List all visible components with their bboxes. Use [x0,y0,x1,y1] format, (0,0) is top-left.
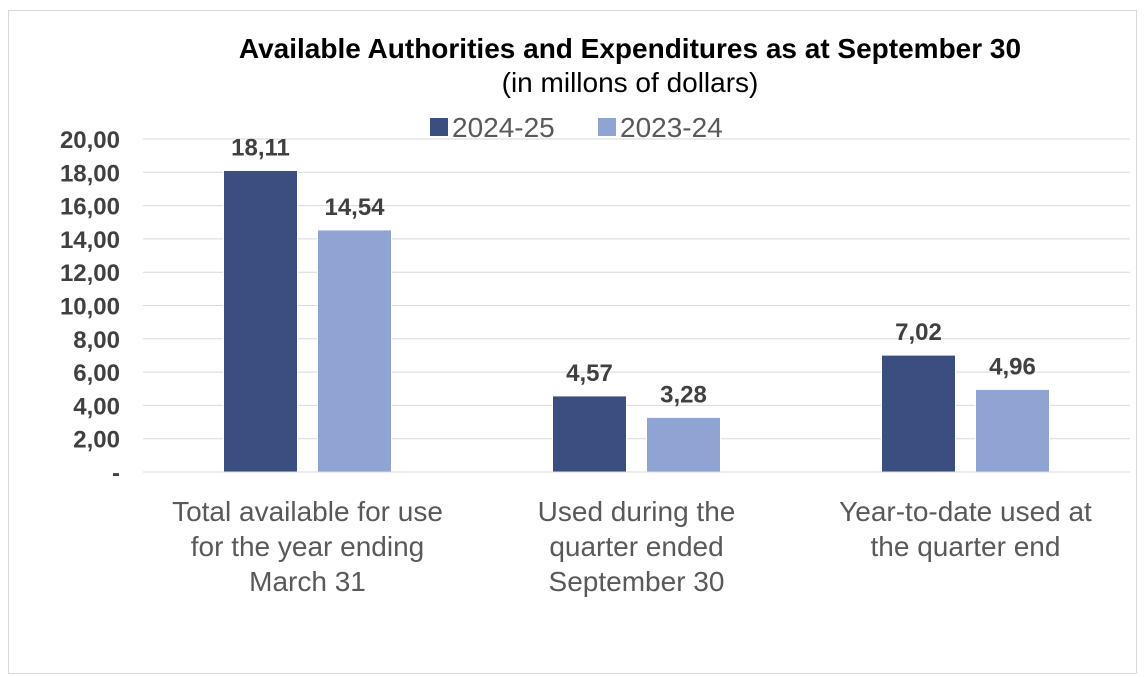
y-tick-label: 14,00 [60,227,120,254]
y-axis: - 2,00 4,00 6,00 8,00 10,00 12,00 14,00 16,00 18,… [60,127,120,487]
bar-2024-25 [881,354,956,473]
data-label: 18,11 [231,134,290,161]
x-category-label: March 31 [249,566,366,597]
y-tick-label: 10,00 [60,294,120,321]
bar-2023-24 [317,229,392,473]
y-tick-label: 18,00 [60,160,120,187]
chart-frame [8,10,1137,674]
chart-subtitle: (in millons of dollars) [502,67,759,98]
y-tick-label: 6,00 [73,360,120,387]
x-category-label: Year-to-date used at [839,496,1092,527]
legend-label: 2023-24 [620,112,723,143]
y-tick-label: - [112,460,120,487]
data-labels: 18,11 14,54 4,57 3,28 7,02 4,96 [231,134,1036,408]
data-label: 3,28 [660,381,707,408]
x-category-label: Total available for use [172,496,443,527]
legend: 2024-25 2023-24 [430,112,723,143]
data-label: 4,57 [566,360,613,387]
bar-2023-24 [646,416,721,473]
bar-2024-25 [223,169,298,473]
x-category-label: September 30 [549,566,725,597]
data-label: 7,02 [895,319,942,346]
legend-swatch-2024-25 [430,118,448,136]
y-tick-label: 16,00 [60,194,120,221]
x-category-label: the quarter end [871,531,1061,562]
x-category-label: quarter ended [549,531,723,562]
y-tick-label: 12,00 [60,260,120,287]
bar-2023-24 [975,388,1050,473]
y-tick-label: 20,00 [60,127,120,154]
bars [223,169,1050,473]
data-label: 14,54 [324,194,385,221]
y-tick-label: 4,00 [73,393,120,420]
legend-label: 2024-25 [452,112,555,143]
data-label: 4,96 [989,353,1036,380]
bar-2024-25 [552,395,627,473]
legend-swatch-2023-24 [598,118,616,136]
chart-title: Available Authorities and Expenditures a… [239,33,1021,64]
y-tick-label: 2,00 [73,427,120,454]
x-axis: Total available for use for the year endi… [143,471,1130,597]
y-tick-label: 8,00 [73,327,120,354]
x-category-label: for the year ending [191,531,425,562]
x-category-label: Used during the [538,496,736,527]
